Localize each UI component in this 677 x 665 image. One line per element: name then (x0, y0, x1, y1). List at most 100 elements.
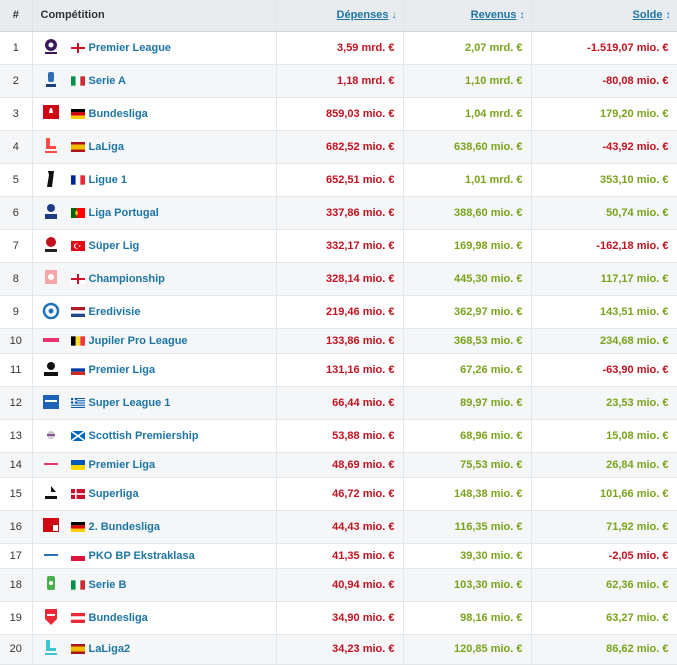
bundesliga-logo[interactable] (39, 103, 63, 125)
rank-cell: 6 (0, 196, 33, 230)
expenses-cell: 219,46 mio. € (276, 295, 404, 329)
balance-cell: 26,84 mio. € (531, 452, 677, 478)
balance-cell: -43,92 mio. € (531, 130, 677, 164)
competition-link[interactable]: Serie B (88, 578, 127, 591)
revenue-cell: 368,53 mio. € (403, 328, 532, 354)
rank-cell: 19 (0, 601, 33, 635)
competition-cell: 2. Bundesliga (32, 510, 277, 544)
championship-logo[interactable] (39, 268, 63, 290)
revenue-column-header[interactable]: Revenus ↕ (403, 0, 532, 32)
table-row: 12 Super League 1 66,44 mio. €89,97 mio. €… (0, 386, 677, 420)
expenses-cell: 53,88 mio. € (276, 419, 404, 453)
competition-link[interactable]: Bundesliga (88, 611, 148, 624)
sort-balance-link[interactable]: Solde (632, 9, 663, 22)
expenses-cell: 332,17 mio. € (276, 229, 404, 263)
balance-cell: 86,62 mio. € (531, 634, 677, 665)
expenses-cell: 131,16 mio. € (276, 353, 404, 387)
ekstraklasa-logo[interactable] (39, 545, 63, 567)
flag-icon (70, 306, 85, 317)
competition-link[interactable]: Superliga (88, 487, 139, 500)
revenue-cell: 89,97 mio. € (403, 386, 532, 420)
competition-link[interactable]: Scottish Premiership (88, 429, 199, 442)
rank-cell: 13 (0, 419, 33, 453)
premier-league-logo[interactable] (39, 37, 63, 59)
competition-link[interactable]: Ligue 1 (88, 173, 128, 186)
balance-cell: 15,08 mio. € (531, 419, 677, 453)
revenue-cell: 120,85 mio. € (403, 634, 532, 665)
expenses-cell: 682,52 mio. € (276, 130, 404, 164)
competition-cell: PKO BP Ekstraklasa (32, 543, 277, 569)
ligue-1-logo[interactable] (39, 169, 63, 191)
expenses-cell: 40,94 mio. € (276, 568, 404, 602)
competition-link[interactable]: Premier Liga (88, 458, 156, 471)
competition-link[interactable]: Championship (88, 272, 165, 285)
competition-link[interactable]: Premier League (88, 41, 172, 54)
balance-cell: -1.519,07 mio. € (531, 31, 677, 65)
competition-cell: Scottish Premiership (32, 419, 277, 453)
jupiler-pro-league-logo[interactable] (39, 330, 63, 352)
expenses-column-header[interactable]: Dépenses ↓ (276, 0, 404, 32)
serie-a-logo[interactable] (39, 70, 63, 92)
sort-expenses-link[interactable]: Dépenses (336, 9, 389, 22)
flag-icon (70, 240, 85, 251)
liga-portugal-logo[interactable] (39, 202, 63, 224)
revenue-cell: 98,16 mio. € (403, 601, 532, 635)
competition-link[interactable]: LaLiga (88, 140, 124, 153)
rank-cell: 17 (0, 543, 33, 569)
flag-icon (70, 550, 85, 561)
table-row: 3 Bundesliga 859,03 mio. €1,04 mrd. €179,2… (0, 97, 677, 131)
competition-cell: Superliga (32, 477, 277, 511)
premier-liga-russia-logo[interactable] (39, 359, 63, 381)
flag-icon (70, 141, 85, 152)
revenue-cell: 103,30 mio. € (403, 568, 532, 602)
sort-revenue-link[interactable]: Revenus (470, 9, 517, 22)
balance-cell: 63,27 mio. € (531, 601, 677, 635)
table-row: 8 Championship 328,14 mio. €445,30 mio. €1… (0, 262, 677, 296)
competition-cell: Premier Liga (32, 452, 277, 478)
competition-link[interactable]: LaLiga2 (88, 643, 131, 655)
austrian-bundesliga-logo[interactable] (39, 607, 63, 629)
competition-link[interactable]: PKO BP Ekstraklasa (88, 549, 195, 562)
rank-cell: 15 (0, 477, 33, 511)
scottish-premiership-logo[interactable] (39, 425, 63, 447)
competition-link[interactable]: Serie A (88, 74, 127, 87)
rank-column-header: # (0, 0, 33, 32)
revenue-cell: 75,53 mio. € (403, 452, 532, 478)
revenue-cell: 362,97 mio. € (403, 295, 532, 329)
premier-liga-ukraine-logo[interactable] (39, 454, 63, 476)
eredivisie-logo[interactable] (39, 301, 63, 323)
balance-cell: -63,90 mio. € (531, 353, 677, 387)
expenses-cell: 133,86 mio. € (276, 328, 404, 354)
flag-icon (70, 207, 85, 218)
competition-link[interactable]: Premier Liga (88, 363, 156, 376)
2-bundesliga-logo[interactable] (39, 516, 63, 538)
competition-link[interactable]: Süper Lig (88, 239, 140, 252)
super-league-1-logo[interactable] (39, 392, 63, 414)
competition-link[interactable]: Super League 1 (88, 396, 171, 409)
competition-link[interactable]: Bundesliga (88, 107, 148, 120)
superliga-logo[interactable] (39, 483, 63, 505)
balance-column-header[interactable]: Solde ↕ (531, 0, 677, 32)
balance-cell: 179,20 mio. € (531, 97, 677, 131)
flag-icon (70, 335, 85, 346)
serie-b-logo[interactable] (39, 574, 63, 596)
expenses-cell: 34,23 mio. € (276, 634, 404, 665)
revenue-cell: 1,01 mrd. € (403, 163, 532, 197)
expenses-cell: 66,44 mio. € (276, 386, 404, 420)
competition-link[interactable]: Liga Portugal (88, 206, 159, 219)
competition-cell: Championship (32, 262, 277, 296)
flag-icon (70, 42, 85, 53)
rank-cell: 12 (0, 386, 33, 420)
competition-link[interactable]: Eredivisie (88, 305, 141, 318)
table-row: 15 Superliga 46,72 mio. €148,38 mio. €101,… (0, 477, 677, 511)
laliga-logo[interactable] (39, 136, 63, 158)
competition-cell: Bundesliga (32, 601, 277, 635)
competition-link[interactable]: 2. Bundesliga (88, 520, 161, 533)
balance-cell: 234,68 mio. € (531, 328, 677, 354)
laliga2-logo[interactable] (39, 638, 63, 660)
super-lig-logo[interactable] (39, 235, 63, 257)
expenses-cell: 46,72 mio. € (276, 477, 404, 511)
expenses-cell: 337,86 mio. € (276, 196, 404, 230)
table-row: 11 Premier Liga 131,16 mio. €67,26 mio. € -… (0, 353, 677, 387)
competition-link[interactable]: Jupiler Pro League (88, 334, 188, 347)
